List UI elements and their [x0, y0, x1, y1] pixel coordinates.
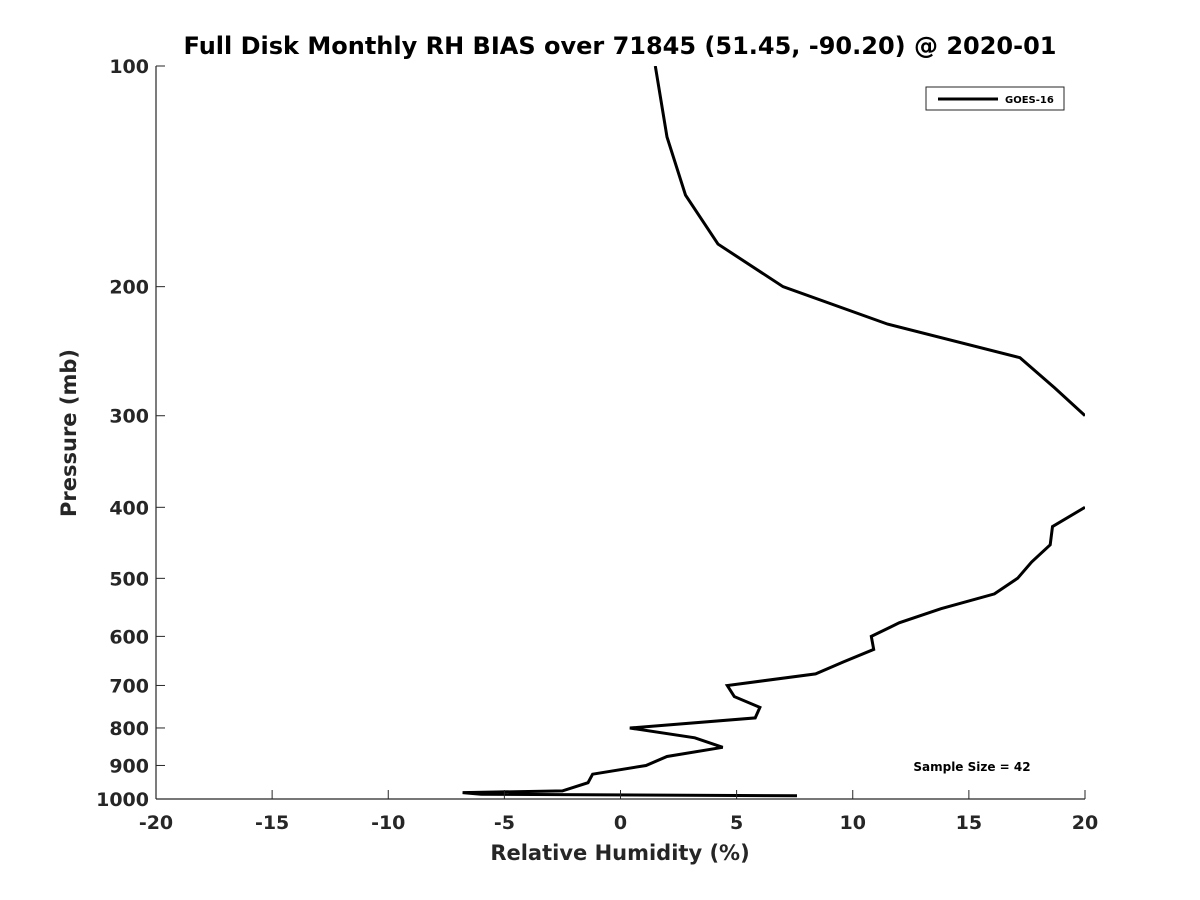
x-tick-label: -5	[494, 812, 515, 834]
y-tick-label: 800	[109, 718, 149, 740]
y-tick-label: 400	[109, 497, 149, 519]
series-line-goes-16	[653, 66, 1085, 417]
x-tick-label: 5	[730, 812, 743, 834]
x-tick-label: 20	[1072, 812, 1098, 834]
x-tick-label: 15	[956, 812, 982, 834]
x-axis-label: Relative Humidity (%)	[490, 841, 749, 865]
y-tick-label: 600	[109, 626, 149, 648]
y-axis-label: Pressure (mb)	[57, 349, 81, 517]
y-tick-label: 100	[109, 56, 149, 78]
y-tick-label: 1000	[96, 789, 149, 811]
x-tick-label: 10	[840, 812, 866, 834]
x-tick-label: -15	[255, 812, 289, 834]
plot-area: -20 -15 -10 -5 0 5 10 15 20 100 200 300 400 500 600 70…	[96, 56, 1098, 834]
y-axis-ticks: 100 200 300 400 500 600 700 800 900 1000	[96, 56, 165, 811]
x-tick-label: 0	[614, 812, 627, 834]
legend-label-goes-16: GOES-16	[1005, 95, 1054, 106]
series-layer	[462, 66, 1085, 798]
series-line-goes-16	[462, 506, 1085, 798]
y-tick-label: 500	[109, 568, 149, 590]
y-tick-label: 900	[109, 755, 149, 777]
y-tick-label: 700	[109, 675, 149, 697]
x-tick-label: -10	[371, 812, 405, 834]
x-tick-label: -20	[139, 812, 173, 834]
x-axis-ticks: -20 -15 -10 -5 0 5 10 15 20	[139, 790, 1098, 834]
y-tick-label: 300	[109, 406, 149, 428]
chart-title: Full Disk Monthly RH BIAS over 71845 (51…	[184, 32, 1057, 60]
legend: GOES-16	[925, 86, 1065, 111]
sample-size-annotation: Sample Size = 42	[913, 760, 1030, 774]
y-tick-label: 200	[109, 277, 149, 299]
